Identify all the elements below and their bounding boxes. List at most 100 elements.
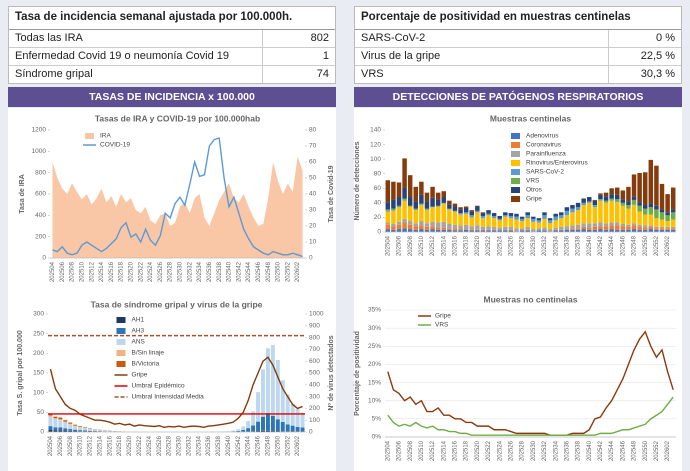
x-tick-label: 202504 [50,261,56,282]
bar-segment [236,429,241,431]
bar-segment [447,229,452,232]
bar-segment [68,430,73,432]
bar-segment [497,227,502,231]
bar-segment [458,213,463,215]
bar-segment [246,428,251,432]
bar-segment [581,229,586,232]
row-value: 0 % [656,32,675,44]
bar-segment [670,187,676,210]
area [52,156,303,258]
bar-segment [631,199,637,205]
x-tick-label: 202602 [665,440,671,461]
bar-segment [648,159,654,204]
x-tick-label: 202508 [408,440,414,461]
bar-segment [581,198,586,203]
x-tick-label: 202514 [441,235,447,256]
y-tick-label: 60 [309,159,317,166]
y-tick-label: 80 [309,127,317,134]
bar-segment [58,427,63,431]
bar-segment [265,430,270,432]
legend-swatch [511,142,520,148]
bar-segment [413,209,419,211]
bar-segment [598,200,603,223]
bar-segment [73,429,78,432]
bar-segment [231,430,236,432]
bar-segment [665,215,670,222]
bar-segment [88,429,92,431]
bar-segment [463,229,469,232]
bar-segment [407,221,413,225]
bar-segment [648,203,654,208]
bar-segment [592,226,598,230]
x-tick-label: 202530 [178,261,184,282]
legend-label: ANS [132,339,146,346]
y-tick-label: 25% [368,343,381,350]
bar-segment [83,428,88,431]
section-banner: TASAS DE INCIDENCIA x 100.000 [8,87,336,107]
bar-segment [402,187,407,199]
bar-segment [469,210,474,212]
y-tick-label: 40 [309,191,317,198]
y-tick-label: 100 [309,417,320,424]
bar-segment [413,201,419,209]
bar-segment [525,226,530,230]
x-tick-label: 202524 [148,261,154,282]
bar-segment [458,209,463,214]
x-tick-label: 202508 [70,261,76,282]
x-tick-label: 202544 [609,440,615,461]
bar-segment [592,223,598,227]
bar-segment [508,213,514,216]
chart-title: Tasa de síndrome gripal y virus de la gr… [91,299,263,309]
bar-segment [452,206,458,211]
x-tick-label: 202532 [542,440,548,461]
bar-segment [430,226,435,230]
bar-segment [419,194,424,204]
bar-segment [598,199,603,200]
y-axis-label: Tasa de IRA [19,174,26,214]
bar-segment [620,205,626,224]
bar-segment [559,212,564,216]
y-tick-label: 80 [374,170,382,177]
bar-segment [413,210,419,224]
y-tick-label: 30% [368,325,381,332]
bar-segment [559,226,564,230]
y-tick-label: 60 [374,185,382,192]
legend-label: Parainfluenza [526,151,566,158]
table-row: Enfermedad Covid 19 o neumonía Covid 19 1 [9,48,335,66]
x-tick-label: 202528 [167,435,173,456]
bar-segment [78,427,83,431]
bar-segment [547,223,553,230]
bar-segment [430,206,435,208]
bar-segment [452,203,458,207]
bar-segment [396,221,402,225]
x-tick-label: 202530 [531,235,537,256]
bar-segment [452,229,458,231]
row-value: 802 [310,32,329,44]
x-tick-label: 202516 [453,440,459,461]
bar-segment [256,421,261,432]
bar-segment [631,225,637,230]
row-value: 1 [322,50,329,62]
y-tick-label: 50 [37,409,45,416]
x-tick-label: 202514 [99,261,105,282]
y-tick-label: 800 [309,334,320,341]
x-tick-label: 202510 [79,261,85,282]
bar-segment [385,222,391,225]
bar-segment [396,229,402,232]
bar-segment [609,198,614,200]
y-tick-label: 200 [33,350,44,357]
legend-label: Rinovirus/Enterovirus [526,160,589,167]
bar-segment [531,218,536,222]
bar-segment [407,197,413,206]
section-banner: DETECCIONES DE PATÓGENOS RESPIRATORIOS [354,87,682,107]
bar-segment [463,229,469,230]
bar-segment [480,215,486,219]
bar-segment [475,206,480,211]
bar-segment [491,213,497,216]
bar-segment [559,229,564,231]
y-tick-label: 200 [35,233,46,240]
x-tick-label: 202542 [598,235,604,256]
bar-segment [637,202,642,206]
bar-segment [609,199,614,201]
bar-segment [670,226,676,229]
